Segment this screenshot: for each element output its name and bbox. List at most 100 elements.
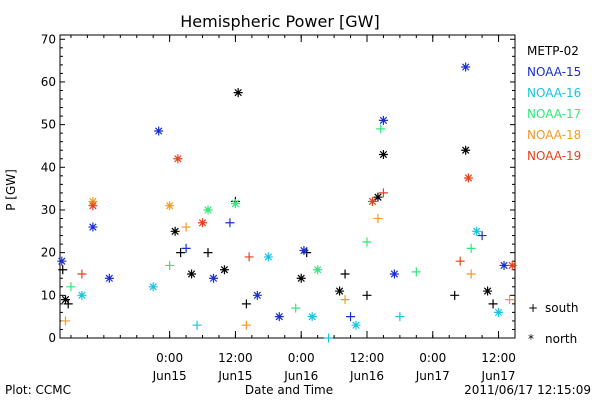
point-north — [483, 286, 493, 296]
point-north — [187, 269, 197, 279]
x-tick-label-date: Jun16 — [283, 369, 318, 383]
data-points — [57, 62, 517, 343]
point-south — [244, 252, 254, 262]
point-north — [77, 290, 87, 300]
point-north — [313, 265, 323, 275]
x-axis: 0:00 Jun15 12:00 Jun15 0:00 Jun16 12:00 Jun16 0:… — [70, 35, 516, 383]
point-south — [60, 316, 70, 326]
point-north — [148, 282, 158, 292]
point-south — [181, 243, 191, 253]
point-north — [507, 260, 517, 270]
x-tick-label-date: Jun17 — [415, 369, 450, 383]
point-north — [88, 222, 98, 232]
point-north — [173, 154, 183, 164]
point-south — [241, 299, 251, 309]
legend-entry: NOAA-16 — [527, 86, 581, 100]
point-south — [241, 320, 251, 330]
point-north — [104, 273, 114, 283]
point-north — [154, 126, 164, 136]
point-south — [362, 237, 372, 247]
x-tick-label-time: 12:00 — [481, 351, 516, 365]
x-tick-label-date: Jun17 — [481, 369, 516, 383]
x-tick-label-date: Jun15 — [217, 369, 252, 383]
y-tick-label: 60 — [41, 75, 56, 89]
series-noaa-15 — [57, 62, 509, 322]
series-metp-02 — [58, 88, 498, 309]
x-tick-label-time: 0:00 — [288, 351, 315, 365]
point-north — [170, 226, 180, 236]
y-axis: 0 10 20 30 40 50 60 70 — [41, 32, 515, 345]
y-tick-label: 50 — [41, 118, 56, 132]
point-south — [203, 248, 213, 258]
y-tick-label: 10 — [41, 288, 56, 302]
series-noaa-19 — [77, 154, 517, 279]
legend-entry: NOAA-18 — [527, 128, 581, 142]
point-north — [461, 62, 471, 72]
point-north — [499, 260, 509, 270]
point-north — [57, 256, 67, 266]
point-south — [373, 214, 383, 224]
y-tick-label: 40 — [41, 160, 56, 174]
point-north — [389, 269, 399, 279]
x-tick-label-date: Jun16 — [349, 369, 384, 383]
y-tick-label: 70 — [41, 32, 56, 46]
south-label: south — [545, 301, 579, 315]
point-north — [219, 265, 229, 275]
y-tick-label: 20 — [41, 246, 56, 260]
point-north — [88, 201, 98, 211]
x-tick-label-time: 12:00 — [218, 351, 253, 365]
point-south — [176, 248, 186, 258]
point-north — [378, 115, 388, 125]
point-south — [466, 243, 476, 253]
point-south — [77, 269, 87, 279]
y-tick-label: 30 — [41, 203, 56, 217]
point-north — [208, 273, 218, 283]
point-north — [299, 246, 309, 256]
series-noaa-18 — [60, 196, 515, 330]
point-north — [367, 196, 377, 206]
point-south — [346, 312, 356, 322]
point-south — [291, 303, 301, 313]
series-noaa-17 — [66, 124, 476, 313]
footer-x-axis-title: Date and Time — [245, 383, 333, 397]
legend-entry: NOAA-19 — [527, 149, 581, 163]
point-north — [351, 320, 361, 330]
point-south — [324, 333, 334, 343]
x-tick-label-time: 0:00 — [419, 351, 446, 365]
legend-entry: METP-02 — [527, 44, 579, 58]
point-north — [472, 226, 482, 236]
point-south — [505, 295, 515, 305]
point-south — [376, 124, 386, 134]
point-north — [263, 252, 273, 262]
plot-frame — [59, 34, 516, 339]
footer-plot-credit: Plot: CCMC — [5, 383, 71, 397]
point-north — [307, 312, 317, 322]
chart-title: Hemispheric Power [GW] — [180, 12, 379, 31]
point-south — [63, 299, 73, 309]
point-south — [362, 290, 372, 300]
point-south — [58, 265, 68, 275]
x-tick-label-date: Jun15 — [152, 369, 187, 383]
point-south — [340, 269, 350, 279]
point-north — [203, 205, 213, 215]
legend: METP-02 NOAA-15 NOAA-16 NOAA-17 NOAA-18 NOAA-… — [527, 44, 581, 163]
point-south — [466, 269, 476, 279]
point-south — [66, 282, 76, 292]
point-north — [461, 145, 471, 155]
x-tick-label-time: 12:00 — [350, 351, 385, 365]
point-north — [252, 290, 262, 300]
north-glyph: * — [528, 332, 534, 346]
point-south — [450, 290, 460, 300]
point-north — [198, 218, 208, 228]
point-north — [60, 295, 70, 305]
point-south — [165, 260, 175, 270]
point-south — [395, 312, 405, 322]
point-north — [373, 192, 383, 202]
point-south — [488, 299, 498, 309]
point-north — [378, 149, 388, 159]
point-south — [455, 256, 465, 266]
y-tick-label: 0 — [48, 331, 56, 345]
point-south — [411, 267, 421, 277]
point-south — [340, 295, 350, 305]
